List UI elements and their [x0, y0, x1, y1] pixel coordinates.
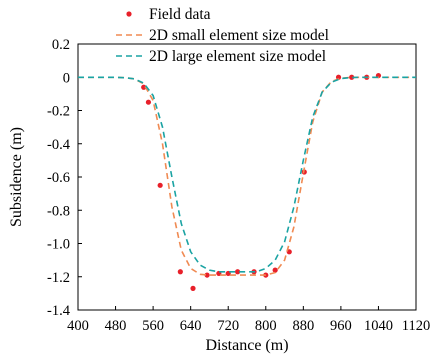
- plot-area: 400 480 560 640 720 800 880 960 1040 1120 0.2 0 -0.2…: [47, 37, 430, 334]
- field-data-point: [349, 74, 355, 80]
- x-tick-label: 640: [180, 318, 202, 334]
- x-axis-label: Distance (m): [205, 337, 288, 354]
- y-tick-label: -1.4: [47, 303, 71, 319]
- x-tick-label: 1120: [402, 318, 430, 334]
- x-tick-label: 560: [142, 318, 164, 334]
- field-data-point: [177, 269, 183, 275]
- y-tick-label: -1.0: [47, 237, 70, 253]
- series-line-2: [78, 76, 416, 273]
- field-data-point: [335, 74, 342, 80]
- field-data-point: [157, 182, 163, 188]
- x-tick-label: 480: [105, 318, 127, 334]
- x-tick-label: 400: [67, 318, 89, 334]
- y-tick-label: -0.4: [47, 137, 71, 153]
- legend-label: 2D large element size model: [149, 48, 326, 65]
- series-line-1: [78, 76, 416, 276]
- y-tick-label: -1.2: [47, 270, 70, 286]
- field-data-point: [272, 267, 278, 273]
- y-tick-label: -0.8: [47, 203, 70, 219]
- x-tick-label: 800: [255, 318, 277, 334]
- y-tick-label: 0.2: [52, 37, 70, 53]
- field-data-point: [141, 84, 147, 90]
- x-tick-label: 1040: [364, 318, 393, 334]
- legend: Field data 2D small element size model 2D …: [116, 6, 329, 65]
- legend-label: 2D small element size model: [149, 27, 329, 44]
- x-tick-label: 880: [292, 318, 314, 334]
- y-tick-label: 0: [63, 70, 70, 86]
- field-data-point: [204, 272, 210, 278]
- field-data-point: [145, 99, 152, 105]
- legend-swatch-0: [126, 11, 132, 17]
- y-tick-label: -0.6: [47, 170, 70, 186]
- field-data-point: [190, 285, 196, 291]
- field-data-point: [235, 269, 241, 275]
- x-tick-label: 960: [330, 318, 352, 334]
- y-axis-label: Subsidence (m): [8, 127, 25, 227]
- x-tick-label: 720: [217, 318, 239, 334]
- legend-label: Field data: [149, 6, 211, 23]
- plot-frame: [77, 43, 417, 311]
- y-tick-label: -0.2: [47, 104, 70, 120]
